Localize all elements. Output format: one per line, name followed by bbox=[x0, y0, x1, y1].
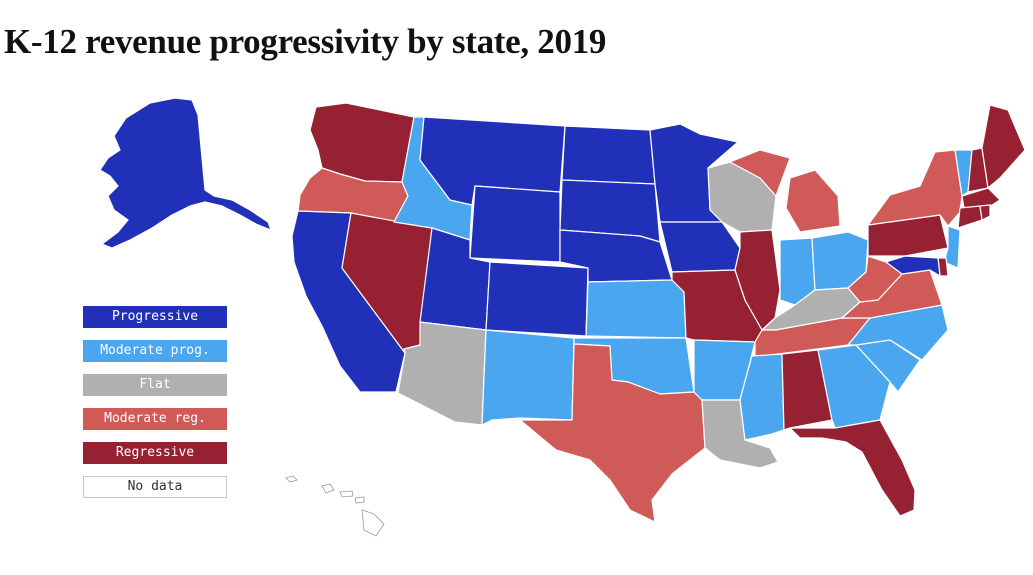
state-TX[interactable] bbox=[519, 343, 706, 523]
state-NM[interactable] bbox=[481, 329, 575, 426]
state-CO[interactable] bbox=[485, 261, 589, 337]
state-MD[interactable] bbox=[885, 255, 941, 277]
state-HI[interactable] bbox=[285, 475, 385, 537]
state-NY[interactable] bbox=[867, 149, 963, 227]
legend-item-no-data: No data bbox=[83, 476, 227, 498]
legend-item-moderate-reg: Moderate reg. bbox=[83, 408, 227, 430]
state-ME[interactable] bbox=[981, 104, 1026, 189]
legend-item-regressive: Regressive bbox=[83, 442, 227, 464]
state-FL[interactable] bbox=[789, 419, 916, 517]
legend-item-flat: Flat bbox=[83, 374, 227, 396]
legend-item-moderate-prog: Moderate prog. bbox=[83, 340, 227, 362]
state-WY[interactable] bbox=[469, 185, 561, 263]
state-AL[interactable] bbox=[781, 349, 833, 431]
state-ND[interactable] bbox=[561, 125, 656, 185]
state-CT[interactable] bbox=[957, 205, 983, 229]
state-RI[interactable] bbox=[979, 204, 991, 221]
map-title: K-12 revenue progressivity by state, 201… bbox=[4, 22, 607, 61]
state-AK[interactable] bbox=[99, 97, 272, 249]
state-KS[interactable] bbox=[585, 279, 687, 339]
state-NJ[interactable] bbox=[943, 225, 961, 269]
state-MI[interactable] bbox=[729, 149, 841, 233]
legend: Progressive Moderate prog. Flat Moderate re… bbox=[83, 306, 227, 510]
state-IA[interactable] bbox=[659, 221, 741, 273]
state-MA[interactable] bbox=[961, 187, 1001, 209]
legend-item-progressive: Progressive bbox=[83, 306, 227, 328]
